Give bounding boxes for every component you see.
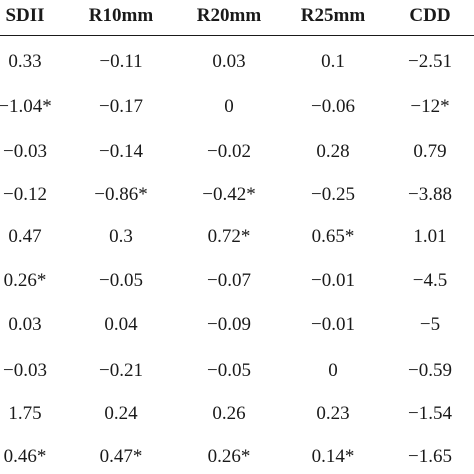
cell-sdii: 0.46*: [3, 446, 47, 467]
table-row: 0.33 −0.11 0.03 0.1 −2.51: [0, 47, 474, 77]
cell-cdd: −1.65: [408, 446, 452, 467]
cell-r25mm: −0.25: [311, 184, 355, 205]
cell-cdd: −12*: [410, 96, 450, 117]
table-row: −0.03 −0.14 −0.02 0.28 0.79: [0, 137, 474, 167]
cell-r25mm: 0.28: [316, 141, 350, 162]
cell-r25mm: −0.06: [311, 96, 355, 117]
header-r10mm: R10mm: [88, 5, 154, 26]
table-row: −0.12 −0.86* −0.42* −0.25 −3.88: [0, 180, 474, 210]
cell-sdii: −0.03: [3, 141, 47, 162]
header-cdd: CDD: [409, 5, 451, 26]
cell-r10mm: 0.24: [104, 403, 138, 424]
cell-cdd: −3.88: [408, 184, 452, 205]
cell-r10mm: −0.11: [99, 51, 143, 72]
cell-sdii: −0.12: [3, 184, 47, 205]
cell-r25mm: 0: [328, 360, 338, 381]
table-row: 0.46* 0.47* 0.26* 0.14* −1.65: [0, 442, 474, 472]
table-row: 0.03 0.04 −0.09 −0.01 −5: [0, 310, 474, 340]
cell-r20mm: 0.26*: [207, 446, 251, 467]
cell-r10mm: 0.3: [109, 226, 133, 247]
cell-r10mm: −0.86*: [94, 184, 148, 205]
table-row: −1.04* −0.17 0 −0.06 −12*: [0, 92, 474, 122]
header-sdii: SDII: [5, 5, 45, 26]
cell-r25mm: 0.1: [321, 51, 345, 72]
cell-sdii: 0.47: [8, 226, 42, 247]
cell-r25mm: 0.14*: [311, 446, 355, 467]
cell-r10mm: −0.17: [99, 96, 143, 117]
cell-cdd: 0.79: [413, 141, 447, 162]
cell-r25mm: −0.01: [311, 270, 355, 291]
cell-r20mm: 0: [224, 96, 234, 117]
cell-cdd: −0.59: [408, 360, 452, 381]
table-row: 1.75 0.24 0.26 0.23 −1.54: [0, 399, 474, 429]
cell-sdii: 1.75: [8, 403, 42, 424]
cell-cdd: −4.5: [412, 270, 448, 291]
cell-cdd: −5: [419, 314, 441, 335]
cell-r25mm: −0.01: [311, 314, 355, 335]
cell-cdd: −1.54: [408, 403, 452, 424]
cell-r20mm: −0.02: [207, 141, 251, 162]
cell-r10mm: 0.04: [104, 314, 138, 335]
cell-r20mm: −0.05: [207, 360, 251, 381]
table-row: 0.47 0.3 0.72* 0.65* 1.01: [0, 222, 474, 252]
table-row: 0.26* −0.05 −0.07 −0.01 −4.5: [0, 266, 474, 296]
table-header-row: SDII R10mm R20mm R25mm CDD: [0, 1, 474, 31]
cell-r20mm: −0.09: [207, 314, 251, 335]
cell-r10mm: −0.14: [99, 141, 143, 162]
cell-r20mm: −0.07: [207, 270, 251, 291]
table-row: −0.03 −0.21 −0.05 0 −0.59: [0, 356, 474, 386]
cell-r25mm: 0.23: [316, 403, 350, 424]
header-r20mm: R20mm: [196, 5, 262, 26]
cell-sdii: 0.26*: [3, 270, 47, 291]
cell-r20mm: 0.72*: [207, 226, 251, 247]
cell-r20mm: 0.03: [212, 51, 246, 72]
cell-r25mm: 0.65*: [311, 226, 355, 247]
cell-sdii: 0.03: [8, 314, 42, 335]
cell-r10mm: 0.47*: [99, 446, 143, 467]
header-r25mm: R25mm: [300, 5, 366, 26]
cell-cdd: −2.51: [408, 51, 452, 72]
cell-r20mm: 0.26: [212, 403, 246, 424]
cell-sdii: −1.04*: [0, 96, 52, 117]
cell-cdd: 1.01: [413, 226, 447, 247]
cell-sdii: 0.33: [8, 51, 42, 72]
cell-sdii: −0.03: [3, 360, 47, 381]
cell-r10mm: −0.21: [99, 360, 143, 381]
cell-r20mm: −0.42*: [202, 184, 256, 205]
cell-r10mm: −0.05: [99, 270, 143, 291]
header-rule: [0, 35, 474, 36]
